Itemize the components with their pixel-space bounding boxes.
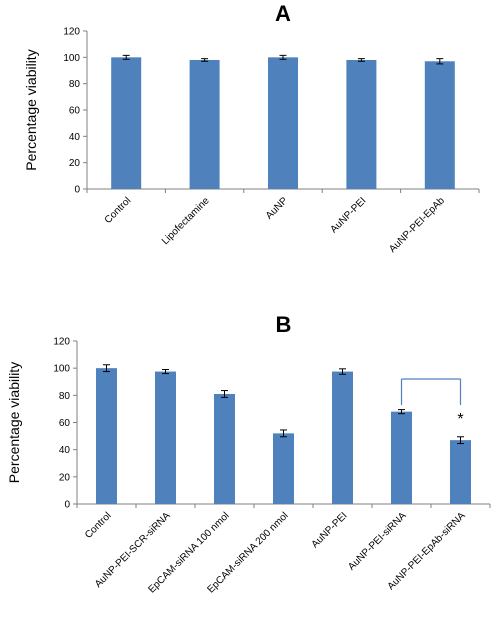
chart-panel-B: B Percentage viability 0 20 40 60 80 100 120 Cont…	[6, 312, 491, 596]
bar	[332, 371, 353, 504]
y-tick-label: 20	[69, 158, 81, 169]
y-tick-label: 120	[53, 337, 70, 348]
x-tick-label: Lipofectamine	[160, 195, 212, 247]
y-axis-label: Percentage viability	[6, 362, 22, 483]
chart-panel-A: A Percentage viability 0 20 40 60 80 100 120 Cont…	[23, 1, 480, 255]
panel-title: A	[275, 1, 291, 26]
bar	[273, 433, 294, 504]
y-tick-label: 0	[64, 500, 70, 511]
bar	[189, 59, 220, 189]
y-tick-label: 120	[63, 27, 80, 38]
y-tick-label: 0	[74, 185, 80, 196]
x-tick-label: Control	[83, 510, 114, 541]
x-tick-label: Control	[103, 195, 134, 226]
x-tick-label: AuNP-PEI-siRNA	[346, 510, 409, 573]
x-tick-label: AuNP-PEI-EpAb	[387, 195, 447, 255]
y-axis-label: Percentage viability	[23, 49, 39, 170]
bar	[424, 61, 455, 189]
y-tick-label: 100	[63, 53, 80, 64]
x-tick-label: AuNP-PEI	[329, 195, 369, 235]
y-tick-label: 80	[59, 391, 71, 402]
bar	[450, 440, 471, 504]
bar	[346, 59, 377, 189]
x-tick-label: AuNP	[264, 195, 290, 221]
bar	[155, 371, 176, 504]
bar	[391, 411, 412, 504]
y-tick-label: 20	[59, 472, 71, 483]
y-tick-label: 60	[69, 106, 81, 117]
bar	[268, 57, 298, 190]
y-tick-label: 60	[59, 418, 71, 429]
bar	[111, 57, 142, 190]
y-tick-label: 100	[53, 364, 70, 375]
bar	[214, 393, 235, 504]
bar	[96, 368, 117, 504]
significance-asterisk: *	[457, 411, 463, 428]
y-tick-label: 40	[59, 445, 71, 456]
x-tick-label: AuNP-PEI	[310, 510, 350, 550]
y-tick-label: 40	[69, 132, 81, 143]
y-tick-label: 80	[69, 79, 81, 90]
panel-title: B	[276, 312, 292, 337]
